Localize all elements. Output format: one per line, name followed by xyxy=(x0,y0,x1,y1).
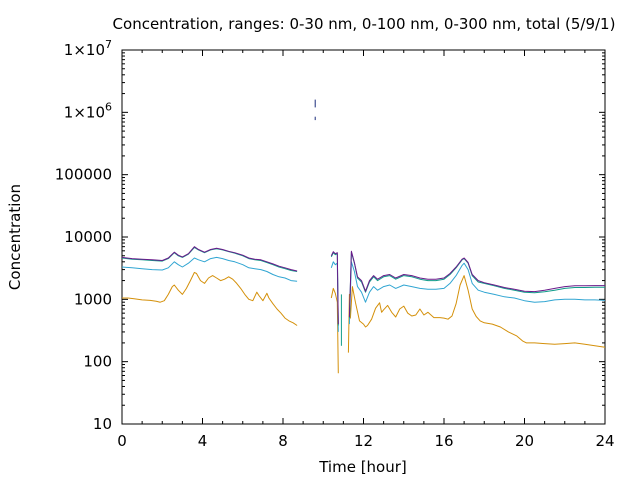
series-1-line-segment-2 xyxy=(348,261,606,325)
x-axis-tick-labels: 0 4 8 12 16 20 24 xyxy=(117,432,614,450)
axis-ticks xyxy=(121,49,606,425)
x-tick-label: 4 xyxy=(198,432,208,450)
x-tick-label: 8 xyxy=(278,432,288,450)
y-axis-tick-labels: 10 100 1000 10000 100000 1×106 1×107 xyxy=(55,38,112,433)
series-1 xyxy=(121,256,606,332)
series-0 xyxy=(122,271,606,374)
x-axis-title: Time [hour] xyxy=(318,458,407,476)
y-tick-label: 1000 xyxy=(74,290,112,308)
y-tick-label: 100 xyxy=(83,353,112,371)
y-tick-label: 100000 xyxy=(55,166,112,184)
series-3-line-segment-2 xyxy=(348,250,605,318)
series-0-line-segment-0 xyxy=(122,271,298,326)
y-tick-label: 1×106 xyxy=(64,100,112,121)
y-tick-label: 10 xyxy=(93,415,112,433)
y-tick-label: 10000 xyxy=(64,228,112,246)
series-3-line-segment-0 xyxy=(121,246,298,272)
x-tick-label: 24 xyxy=(595,432,614,450)
y-axis-title: Concentration xyxy=(6,184,24,290)
x-tick-label: 12 xyxy=(354,432,373,450)
x-tick-label: 20 xyxy=(515,432,534,450)
chart-title: Concentration, ranges: 0-30 nm, 0-100 nm… xyxy=(113,15,616,33)
x-tick-label: 0 xyxy=(117,432,127,450)
series-3-line-segment-1 xyxy=(330,251,339,325)
series-1-line-segment-0 xyxy=(121,256,298,282)
series-layer xyxy=(121,99,606,374)
x-tick-label: 16 xyxy=(434,432,453,450)
series-3 xyxy=(121,246,605,325)
plot-area-frame xyxy=(121,49,606,425)
series-0-line-segment-2 xyxy=(347,275,606,353)
y-tick-label: 1×107 xyxy=(64,38,112,59)
series-0-line-segment-1 xyxy=(330,287,339,374)
series-2-line-segment-3 xyxy=(348,251,605,319)
